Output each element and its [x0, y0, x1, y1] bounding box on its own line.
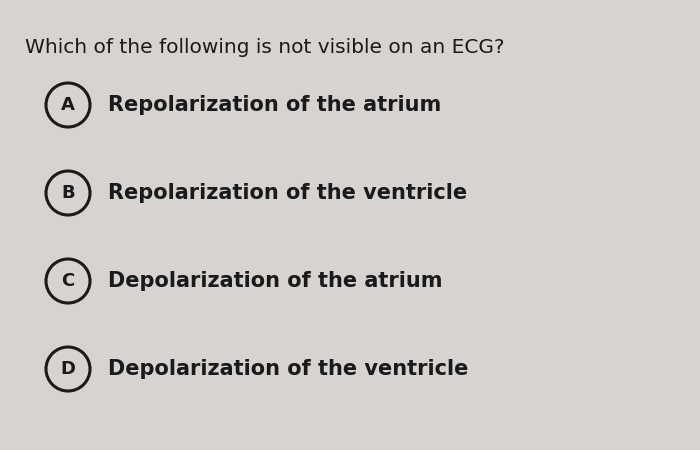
Text: D: D	[60, 360, 76, 378]
Text: Repolarization of the atrium: Repolarization of the atrium	[108, 95, 441, 115]
Text: Depolarization of the ventricle: Depolarization of the ventricle	[108, 359, 468, 379]
Text: Which of the following is not visible on an ECG?: Which of the following is not visible on…	[25, 38, 505, 57]
Text: C: C	[62, 272, 75, 290]
Text: A: A	[61, 96, 75, 114]
Text: B: B	[61, 184, 75, 202]
Text: Repolarization of the ventricle: Repolarization of the ventricle	[108, 183, 467, 203]
Text: Depolarization of the atrium: Depolarization of the atrium	[108, 271, 442, 291]
